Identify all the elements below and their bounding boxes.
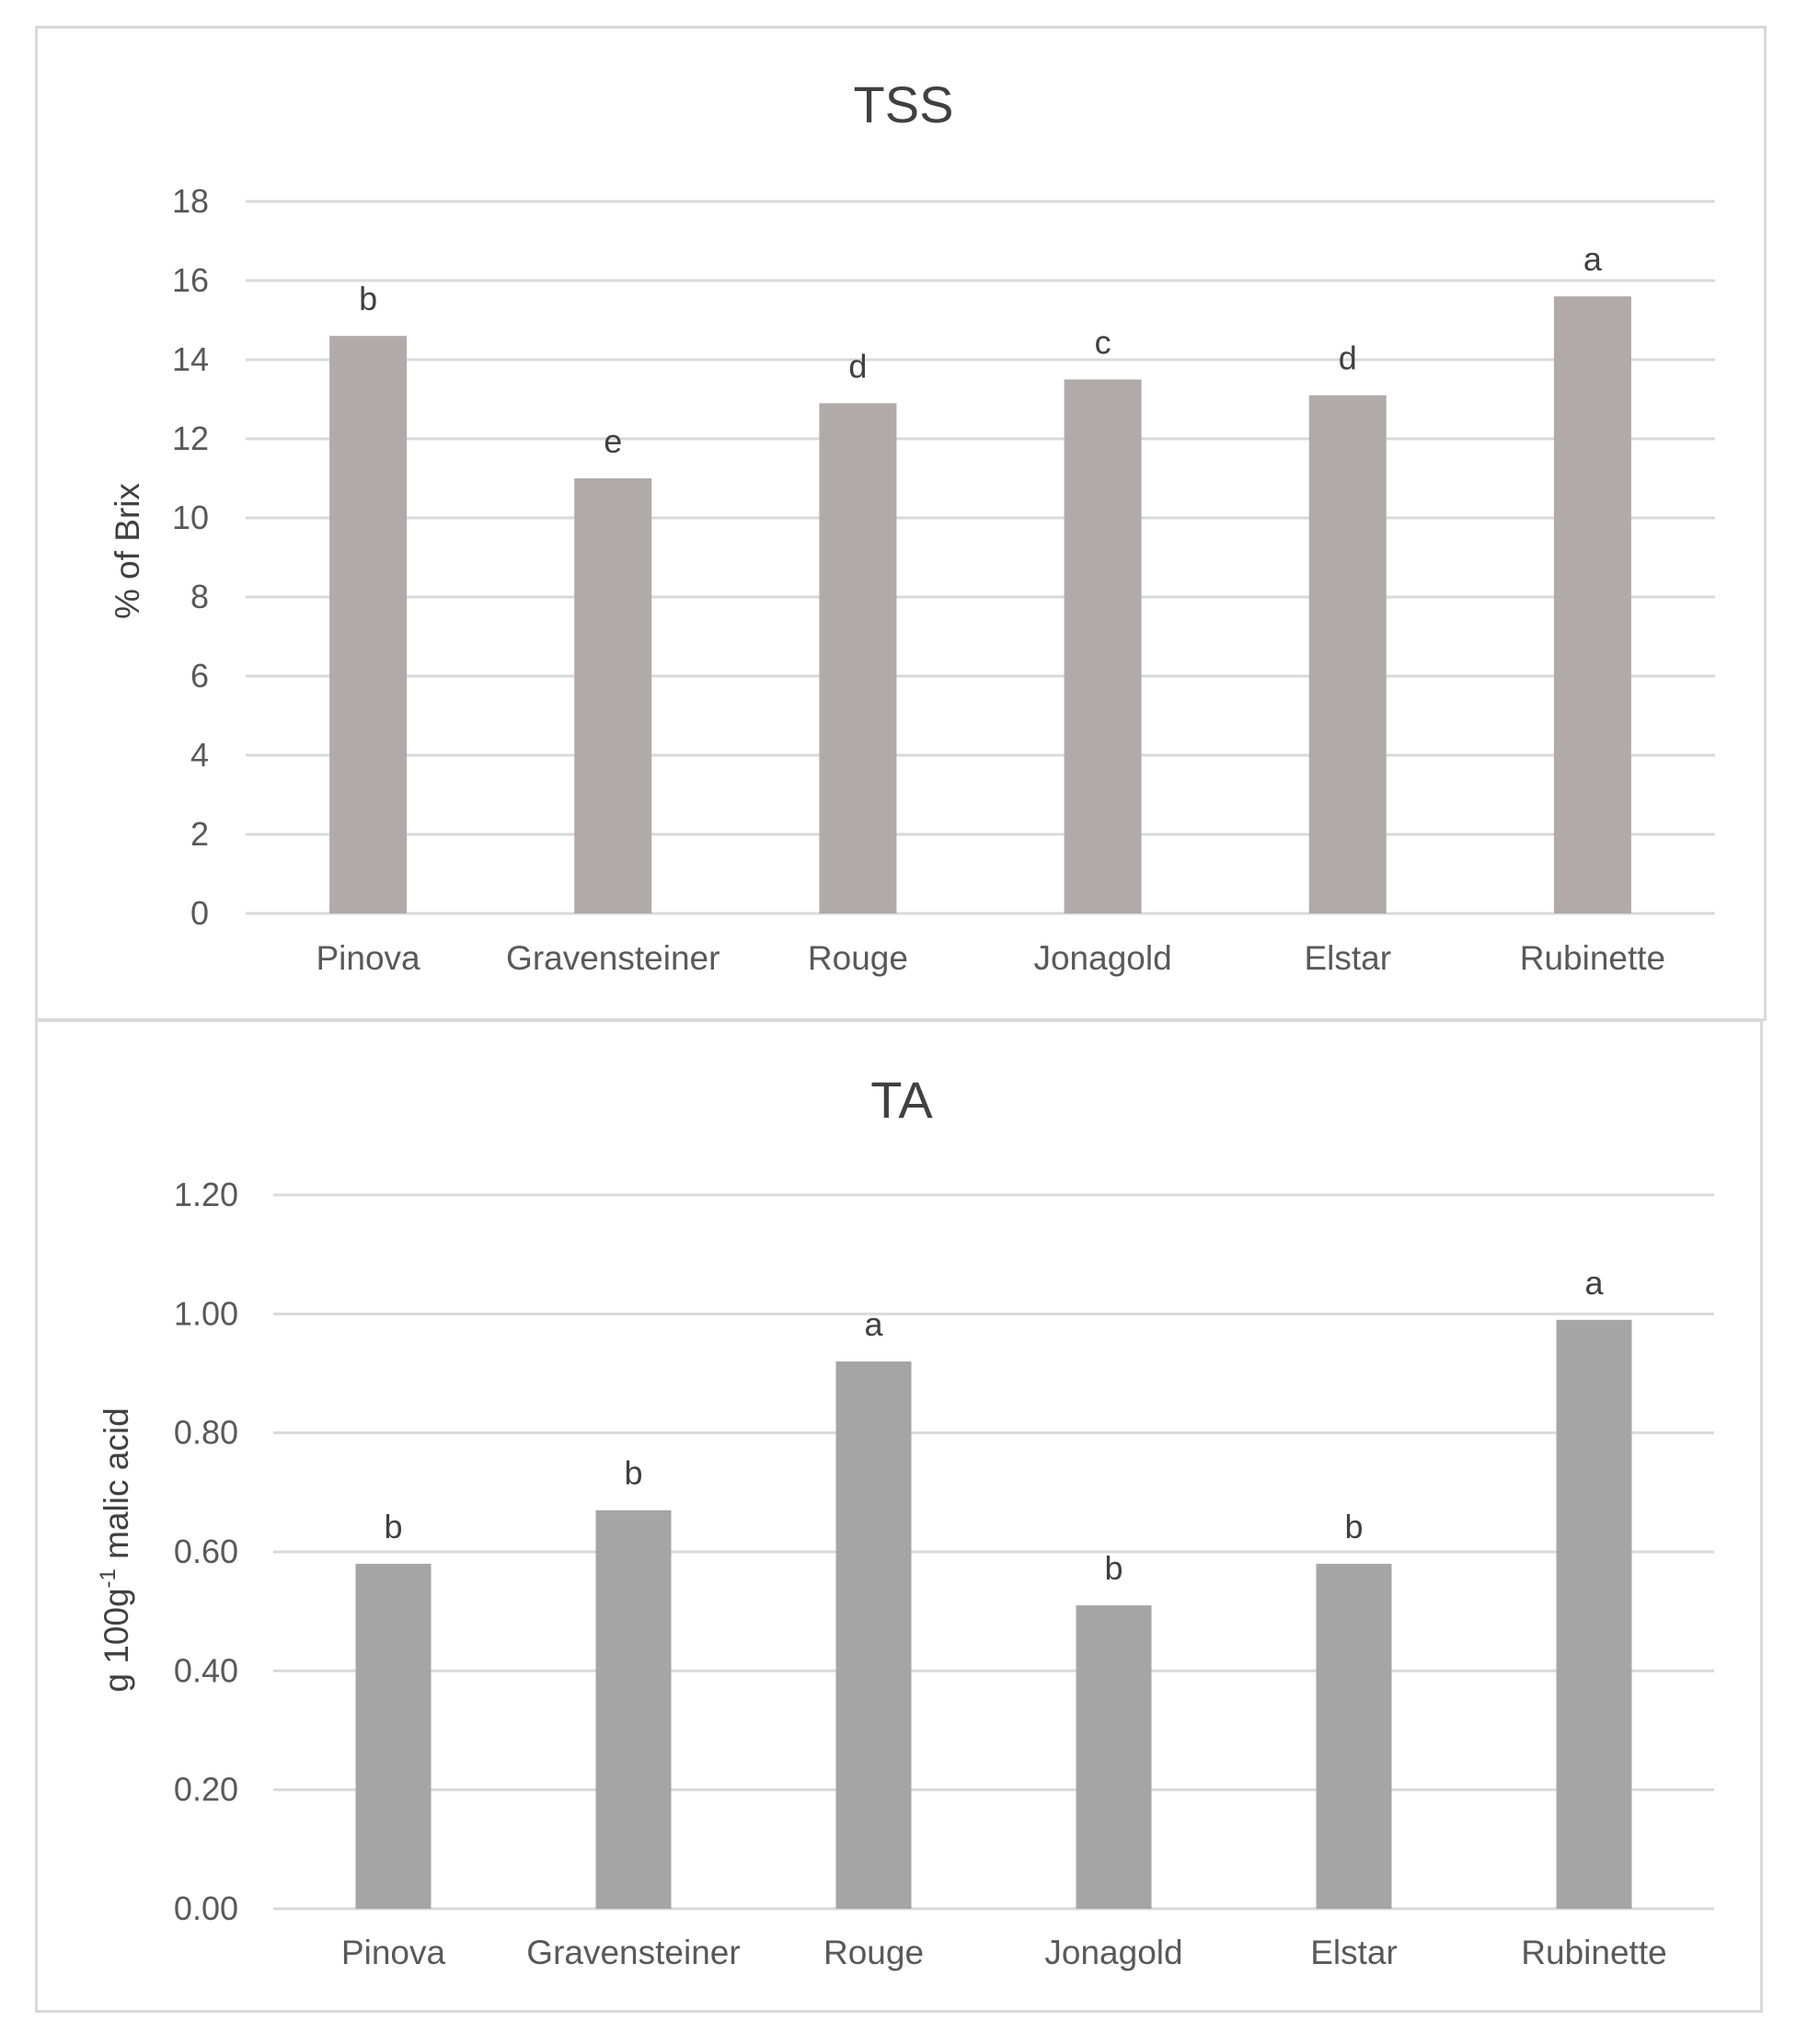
- ta-bar-jonagold: [1076, 1605, 1152, 1909]
- tss-y-tick-label: 16: [172, 261, 209, 299]
- ta-data-label: b: [1344, 1508, 1363, 1545]
- tss-y-tick-label: 14: [172, 340, 209, 378]
- tss-data-label: b: [359, 280, 377, 317]
- tss-chart-title: TSS: [854, 75, 954, 133]
- ta-y-axis-title-superscript: -1: [96, 1568, 121, 1588]
- tss-y-tick-label: 2: [190, 815, 209, 853]
- tss-category-label: Pinova: [317, 939, 421, 977]
- tss-y-tick-label: 8: [190, 578, 209, 615]
- ta-chart-panel: TA g 100g-1 malic acid 0.00 0.20 0.40 0.60 0…: [35, 1019, 1763, 2013]
- tss-y-tick-label: 18: [172, 182, 209, 220]
- tss-data-label: d: [1339, 339, 1357, 377]
- ta-y-tick-label: 0.40: [174, 1651, 238, 1689]
- ta-bar-rouge: [835, 1361, 912, 1909]
- ta-data-label: a: [864, 1305, 883, 1343]
- tss-bar-jonagold: [1064, 379, 1142, 913]
- tss-category-label: Gravensteiner: [506, 939, 720, 977]
- ta-chart-title: TA: [870, 1071, 933, 1129]
- tss-y-tick-label: 0: [190, 894, 209, 932]
- tss-y-tick-label: 12: [172, 419, 209, 457]
- ta-data-label: b: [624, 1454, 642, 1492]
- ta-bar-gravensteiner: [595, 1510, 672, 1909]
- tss-category-label: Rubinette: [1520, 939, 1665, 977]
- ta-y-tick-label: 0.60: [174, 1533, 238, 1570]
- tss-bar-gravensteiner: [574, 478, 652, 913]
- ta-bar-pinova: [355, 1563, 432, 1909]
- ta-category-label: Pinova: [341, 1934, 446, 1971]
- ta-y-tick-label: 0.00: [174, 1889, 238, 1927]
- ta-data-label: b: [384, 1508, 402, 1545]
- tss-data-label: d: [848, 347, 867, 385]
- tss-y-tick-label: 10: [172, 499, 209, 536]
- ta-data-label: a: [1584, 1264, 1604, 1302]
- tss-bar-rouge: [819, 403, 897, 913]
- ta-y-axis-title: g 100g-1 malic acid: [96, 1407, 135, 1692]
- ta-category-label: Jonagold: [1044, 1934, 1182, 1971]
- ta-bars: [355, 1319, 1632, 1909]
- tss-bars: [329, 296, 1631, 913]
- ta-chart: TA g 100g-1 malic acid 0.000.200.400.600…: [96, 1071, 1714, 1971]
- ta-y-tick-label: 0.80: [174, 1414, 238, 1452]
- ta-y-axis-title-main: g 100g: [98, 1588, 135, 1692]
- tss-y-tick-label: 4: [190, 736, 209, 774]
- tss-bar-elstar: [1308, 395, 1387, 913]
- tss-data-label: a: [1583, 240, 1603, 278]
- ta-bar-elstar: [1316, 1563, 1392, 1909]
- tss-gridlines: [246, 200, 1715, 915]
- ta-gridlines: [273, 1193, 1714, 1911]
- tss-bar-rubinette: [1553, 296, 1631, 913]
- ta-bar-rubinette: [1556, 1319, 1632, 1909]
- tss-y-axis-title: % of Brix: [109, 482, 146, 619]
- ta-data-label: b: [1104, 1549, 1122, 1587]
- tss-category-labels: Pinova Gravensteiner Rouge Jonagold Elstar Ru…: [317, 939, 1666, 977]
- ta-y-tick-label: 1.20: [174, 1176, 238, 1213]
- tss-chart: TSS % of Brix 0 2 4 6 8 10 12 14 16 18 b e d c d a Pin…: [109, 75, 1715, 977]
- tss-y-tick-labels: 0 2 4 6 8 10 12 14 16 18: [172, 182, 209, 932]
- tss-category-label: Rouge: [808, 939, 908, 977]
- tss-data-labels: b e d c d a: [359, 240, 1603, 460]
- tss-chart-panel: TSS % of Brix 0 2 4 6 8 10 12 14 16 18 b e d c d a Pin…: [35, 26, 1767, 1021]
- ta-category-labels: Pinova Gravensteiner Rouge Jonagold Elstar Ru…: [341, 1934, 1667, 1971]
- tss-data-label: e: [604, 422, 622, 460]
- tss-data-label: c: [1095, 324, 1111, 362]
- ta-y-tick-label: 1.00: [174, 1294, 238, 1332]
- ta-y-tick-labels: 0.00 0.20 0.40 0.60 0.80 1.00 1.20: [174, 1176, 238, 1927]
- ta-y-tick-label: 0.20: [174, 1771, 238, 1809]
- tss-category-label: Elstar: [1304, 939, 1391, 977]
- ta-y-axis-title-suffix: malic acid: [98, 1407, 135, 1568]
- ta-category-label: Rouge: [823, 1934, 924, 1971]
- ta-category-label: Gravensteiner: [526, 1934, 740, 1971]
- tss-y-tick-label: 6: [190, 657, 209, 695]
- ta-category-label: Elstar: [1310, 1934, 1398, 1971]
- tss-bar-pinova: [329, 336, 408, 913]
- tss-category-label: Jonagold: [1033, 939, 1171, 977]
- ta-category-label: Rubinette: [1521, 1934, 1666, 1971]
- ta-data-labels: b b a b b a: [384, 1264, 1604, 1587]
